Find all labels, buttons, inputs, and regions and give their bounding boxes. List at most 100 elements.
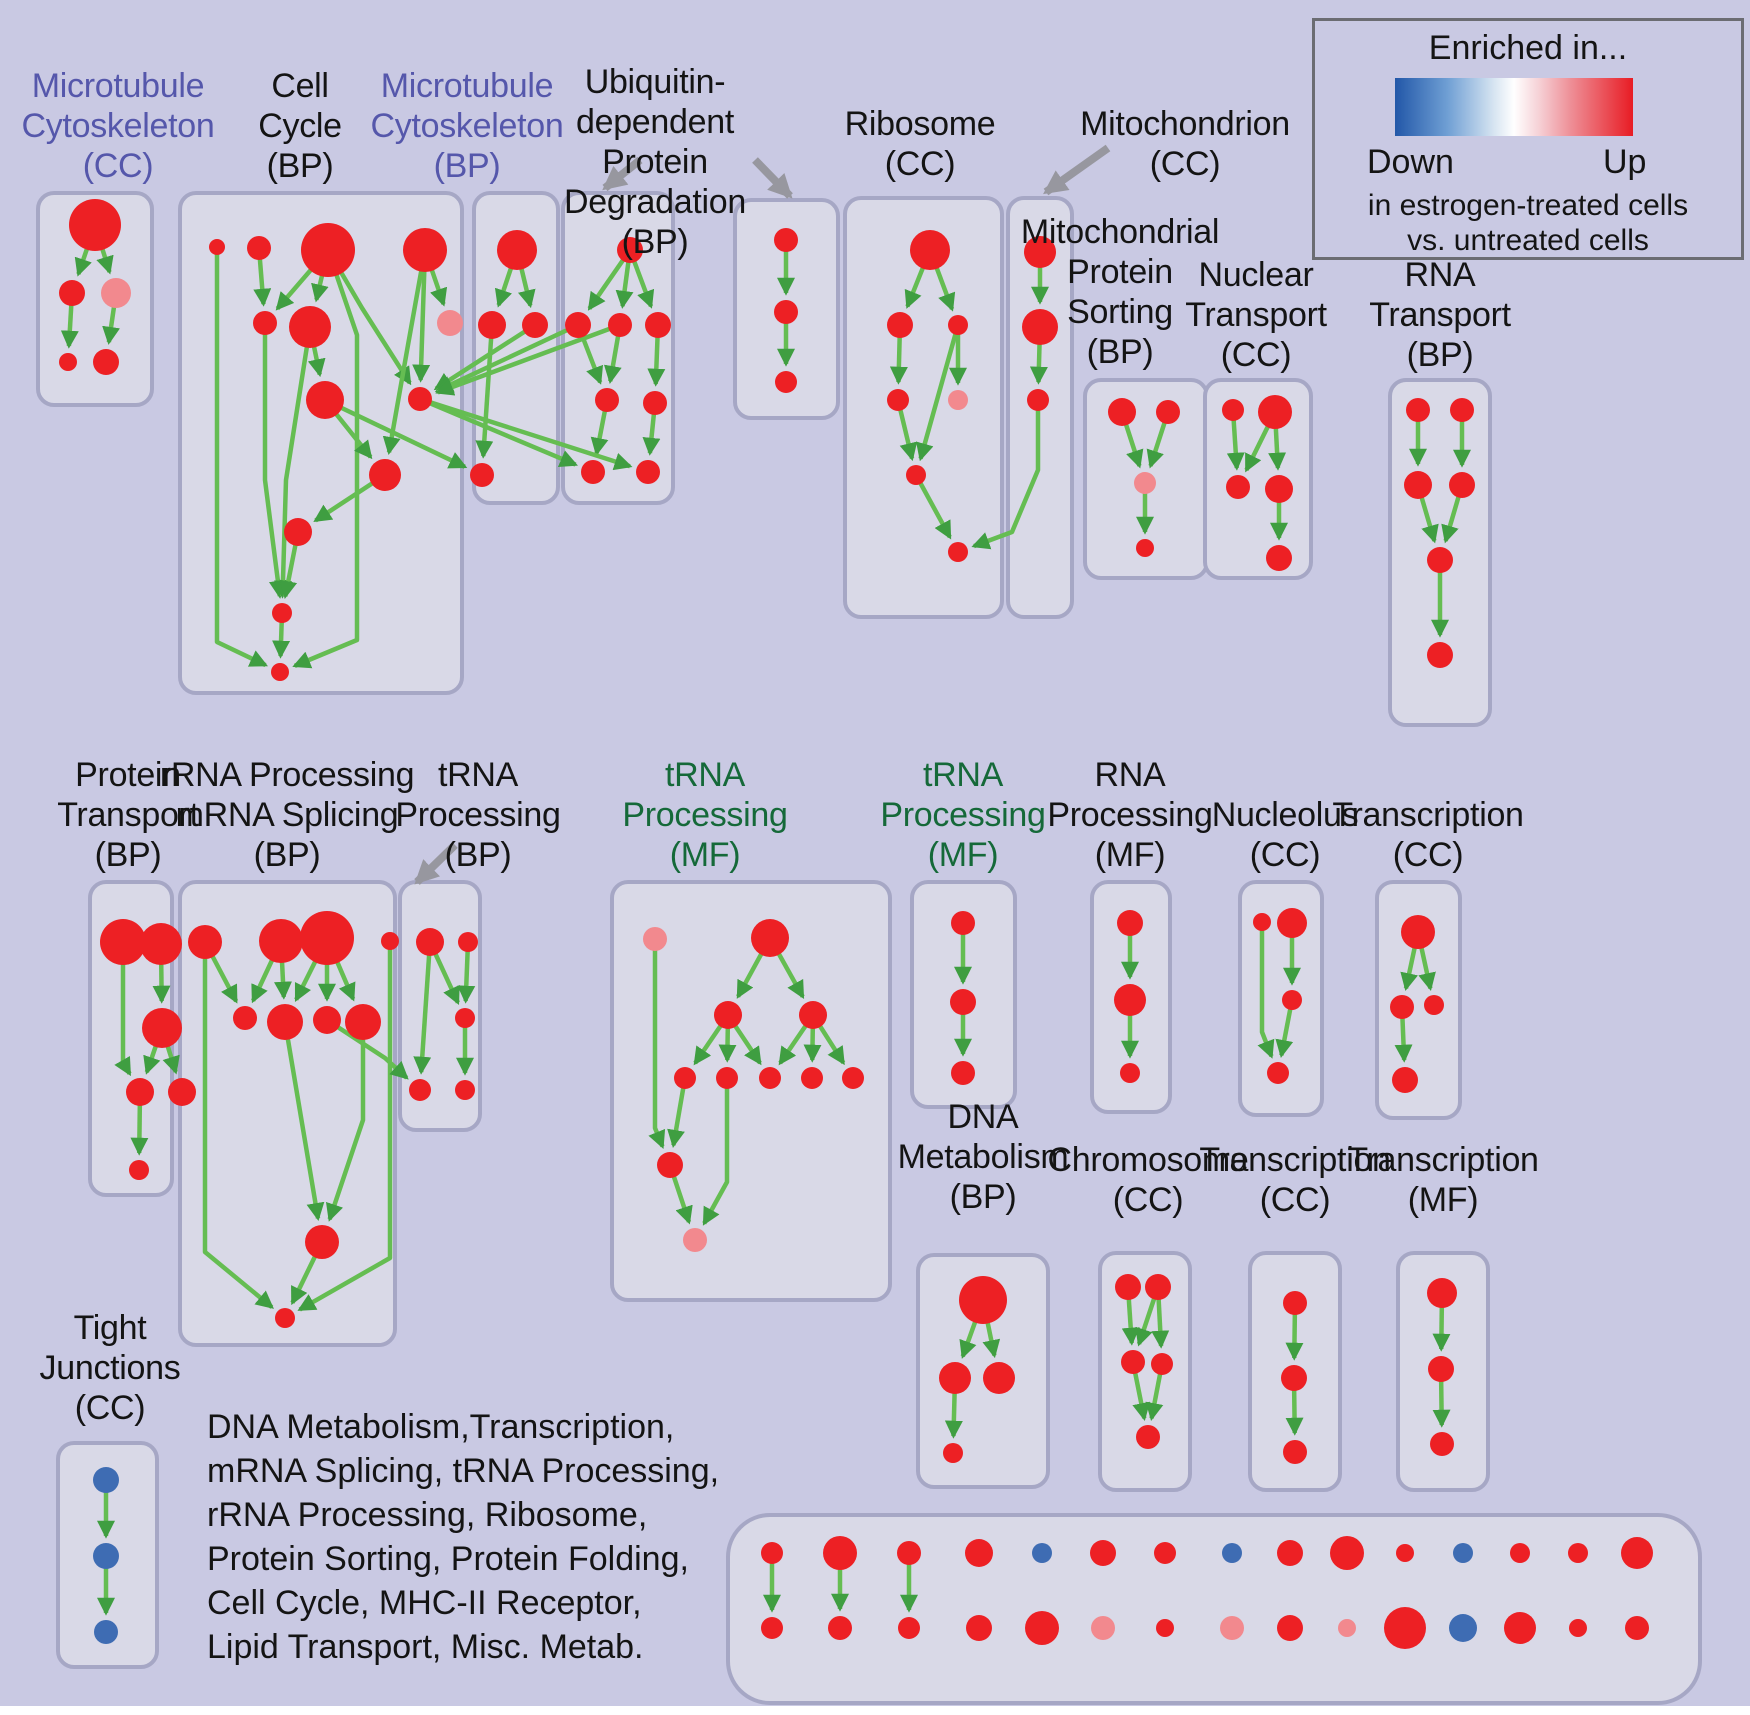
go-term-node bbox=[284, 518, 312, 546]
go-term-node bbox=[1134, 472, 1156, 494]
go-term-node bbox=[1281, 1365, 1307, 1391]
legend-up-label: Up bbox=[1603, 143, 1647, 181]
relation-edge bbox=[914, 473, 952, 540]
go-term-node bbox=[1427, 547, 1453, 573]
go-term-node bbox=[645, 312, 671, 338]
go-term-node bbox=[69, 199, 121, 251]
go-term-node bbox=[1338, 1619, 1356, 1637]
go-term-node bbox=[1266, 545, 1292, 571]
go-term-node bbox=[259, 919, 303, 963]
go-term-node bbox=[345, 1004, 381, 1040]
legend-note-line2: vs. untreated cells bbox=[1407, 224, 1649, 257]
go-term-node bbox=[774, 300, 798, 324]
go-term-node bbox=[943, 1443, 963, 1463]
go-term-node bbox=[1283, 1291, 1307, 1315]
relation-edge bbox=[202, 942, 274, 1309]
cluster-label-rna-mf: RNA Processing (MF) bbox=[1047, 756, 1213, 874]
go-term-node bbox=[497, 230, 537, 270]
misc-text-line: Lipid Transport, Misc. Metab. bbox=[207, 1628, 644, 1666]
go-term-node bbox=[140, 923, 182, 965]
go-term-node bbox=[93, 1467, 119, 1493]
cluster-label-protein-transport: Protein Transport (BP) bbox=[57, 756, 199, 874]
go-term-node bbox=[657, 1152, 683, 1178]
go-term-node bbox=[1120, 1063, 1140, 1083]
go-term-node bbox=[1621, 1537, 1653, 1569]
go-term-node bbox=[1450, 398, 1474, 422]
go-term-node bbox=[1404, 471, 1432, 499]
cluster-label-chromosome: Chromosome (CC) bbox=[1047, 1141, 1249, 1219]
go-term-node bbox=[608, 313, 632, 337]
relation-edge bbox=[382, 249, 428, 456]
go-term-node bbox=[823, 1536, 857, 1570]
go-term-node bbox=[1427, 642, 1453, 668]
legend-note-line1: in estrogen-treated cells bbox=[1367, 189, 1689, 222]
relation-edge bbox=[667, 1077, 688, 1148]
go-term-node bbox=[595, 388, 619, 412]
relation-edge bbox=[435, 322, 621, 396]
go-term-node bbox=[253, 311, 277, 335]
cluster-label-trna-mf-1: tRNA Processing (MF) bbox=[622, 756, 788, 874]
cluster-label-trna-bp: tRNA Processing (BP) bbox=[395, 756, 561, 874]
go-term-node bbox=[617, 237, 643, 263]
go-term-node bbox=[1430, 1432, 1454, 1456]
go-term-node bbox=[209, 239, 225, 255]
go-term-node bbox=[751, 919, 789, 957]
go-term-node bbox=[897, 1541, 921, 1565]
relation-edge bbox=[419, 396, 578, 467]
relation-edge bbox=[916, 324, 961, 462]
cluster-label-transcription-cc-a: Transcription (CC) bbox=[1332, 796, 1524, 874]
go-term-node bbox=[455, 1008, 475, 1028]
go-term-node bbox=[643, 391, 667, 415]
go-term-node bbox=[1401, 915, 1435, 949]
go-term-node bbox=[939, 1362, 971, 1394]
relation-edge bbox=[419, 396, 633, 471]
go-term-node bbox=[1396, 1544, 1414, 1562]
go-term-node bbox=[381, 932, 399, 950]
cluster-box-cell-cycle bbox=[178, 191, 464, 695]
go-term-node bbox=[403, 228, 447, 272]
label-pointer-arrow bbox=[414, 842, 458, 885]
go-term-node bbox=[458, 932, 478, 952]
go-term-node bbox=[94, 1620, 118, 1644]
relation-edge bbox=[971, 400, 1041, 550]
cluster-label-mito-sorting: Mitochondrial Protein Sorting (BP) bbox=[1020, 213, 1220, 371]
go-term-node bbox=[272, 603, 292, 623]
go-term-node bbox=[313, 1006, 341, 1034]
go-term-node bbox=[1027, 389, 1049, 411]
color-gradient-bar bbox=[1395, 78, 1633, 136]
go-term-node bbox=[1117, 910, 1143, 936]
go-term-node bbox=[1406, 398, 1430, 422]
go-term-node bbox=[959, 1276, 1007, 1324]
cluster-label-transcription-mf: Transcription (MF) bbox=[1347, 1141, 1539, 1219]
go-term-node bbox=[887, 312, 913, 338]
go-term-node bbox=[1025, 1611, 1059, 1645]
misc-category-text: DNA Metabolism,Transcription, mRNA Splic… bbox=[207, 1405, 719, 1669]
go-term-node bbox=[950, 989, 976, 1015]
go-term-node bbox=[714, 1001, 742, 1029]
misc-text-line: rRNA Processing, Ribosome, bbox=[207, 1496, 648, 1534]
cluster-box-microtubule-cc bbox=[36, 191, 154, 407]
relation-edge bbox=[324, 397, 468, 469]
go-term-node bbox=[1453, 1543, 1473, 1563]
go-term-node bbox=[470, 463, 494, 487]
go-term-node bbox=[1384, 1607, 1426, 1649]
go-term-node bbox=[301, 223, 355, 277]
go-term-node bbox=[267, 1004, 303, 1040]
go-term-node bbox=[408, 387, 432, 411]
go-term-node bbox=[300, 911, 354, 965]
go-term-node bbox=[1151, 1353, 1173, 1375]
go-term-node bbox=[233, 1006, 257, 1030]
go-term-node bbox=[59, 280, 85, 306]
go-term-node bbox=[887, 389, 909, 411]
go-term-node bbox=[1449, 1614, 1477, 1642]
misc-text-line: Cell Cycle, MHC-II Receptor, bbox=[207, 1584, 642, 1622]
go-term-node bbox=[1510, 1543, 1530, 1563]
cluster-label-dna-metabolism: DNA Metabolism (BP) bbox=[897, 1098, 1069, 1216]
go-term-node bbox=[951, 911, 975, 935]
go-term-node bbox=[1428, 1356, 1454, 1382]
cluster-box-misc-wide bbox=[726, 1513, 1702, 1705]
go-term-node bbox=[1330, 1536, 1364, 1570]
relation-edge bbox=[297, 941, 393, 1312]
